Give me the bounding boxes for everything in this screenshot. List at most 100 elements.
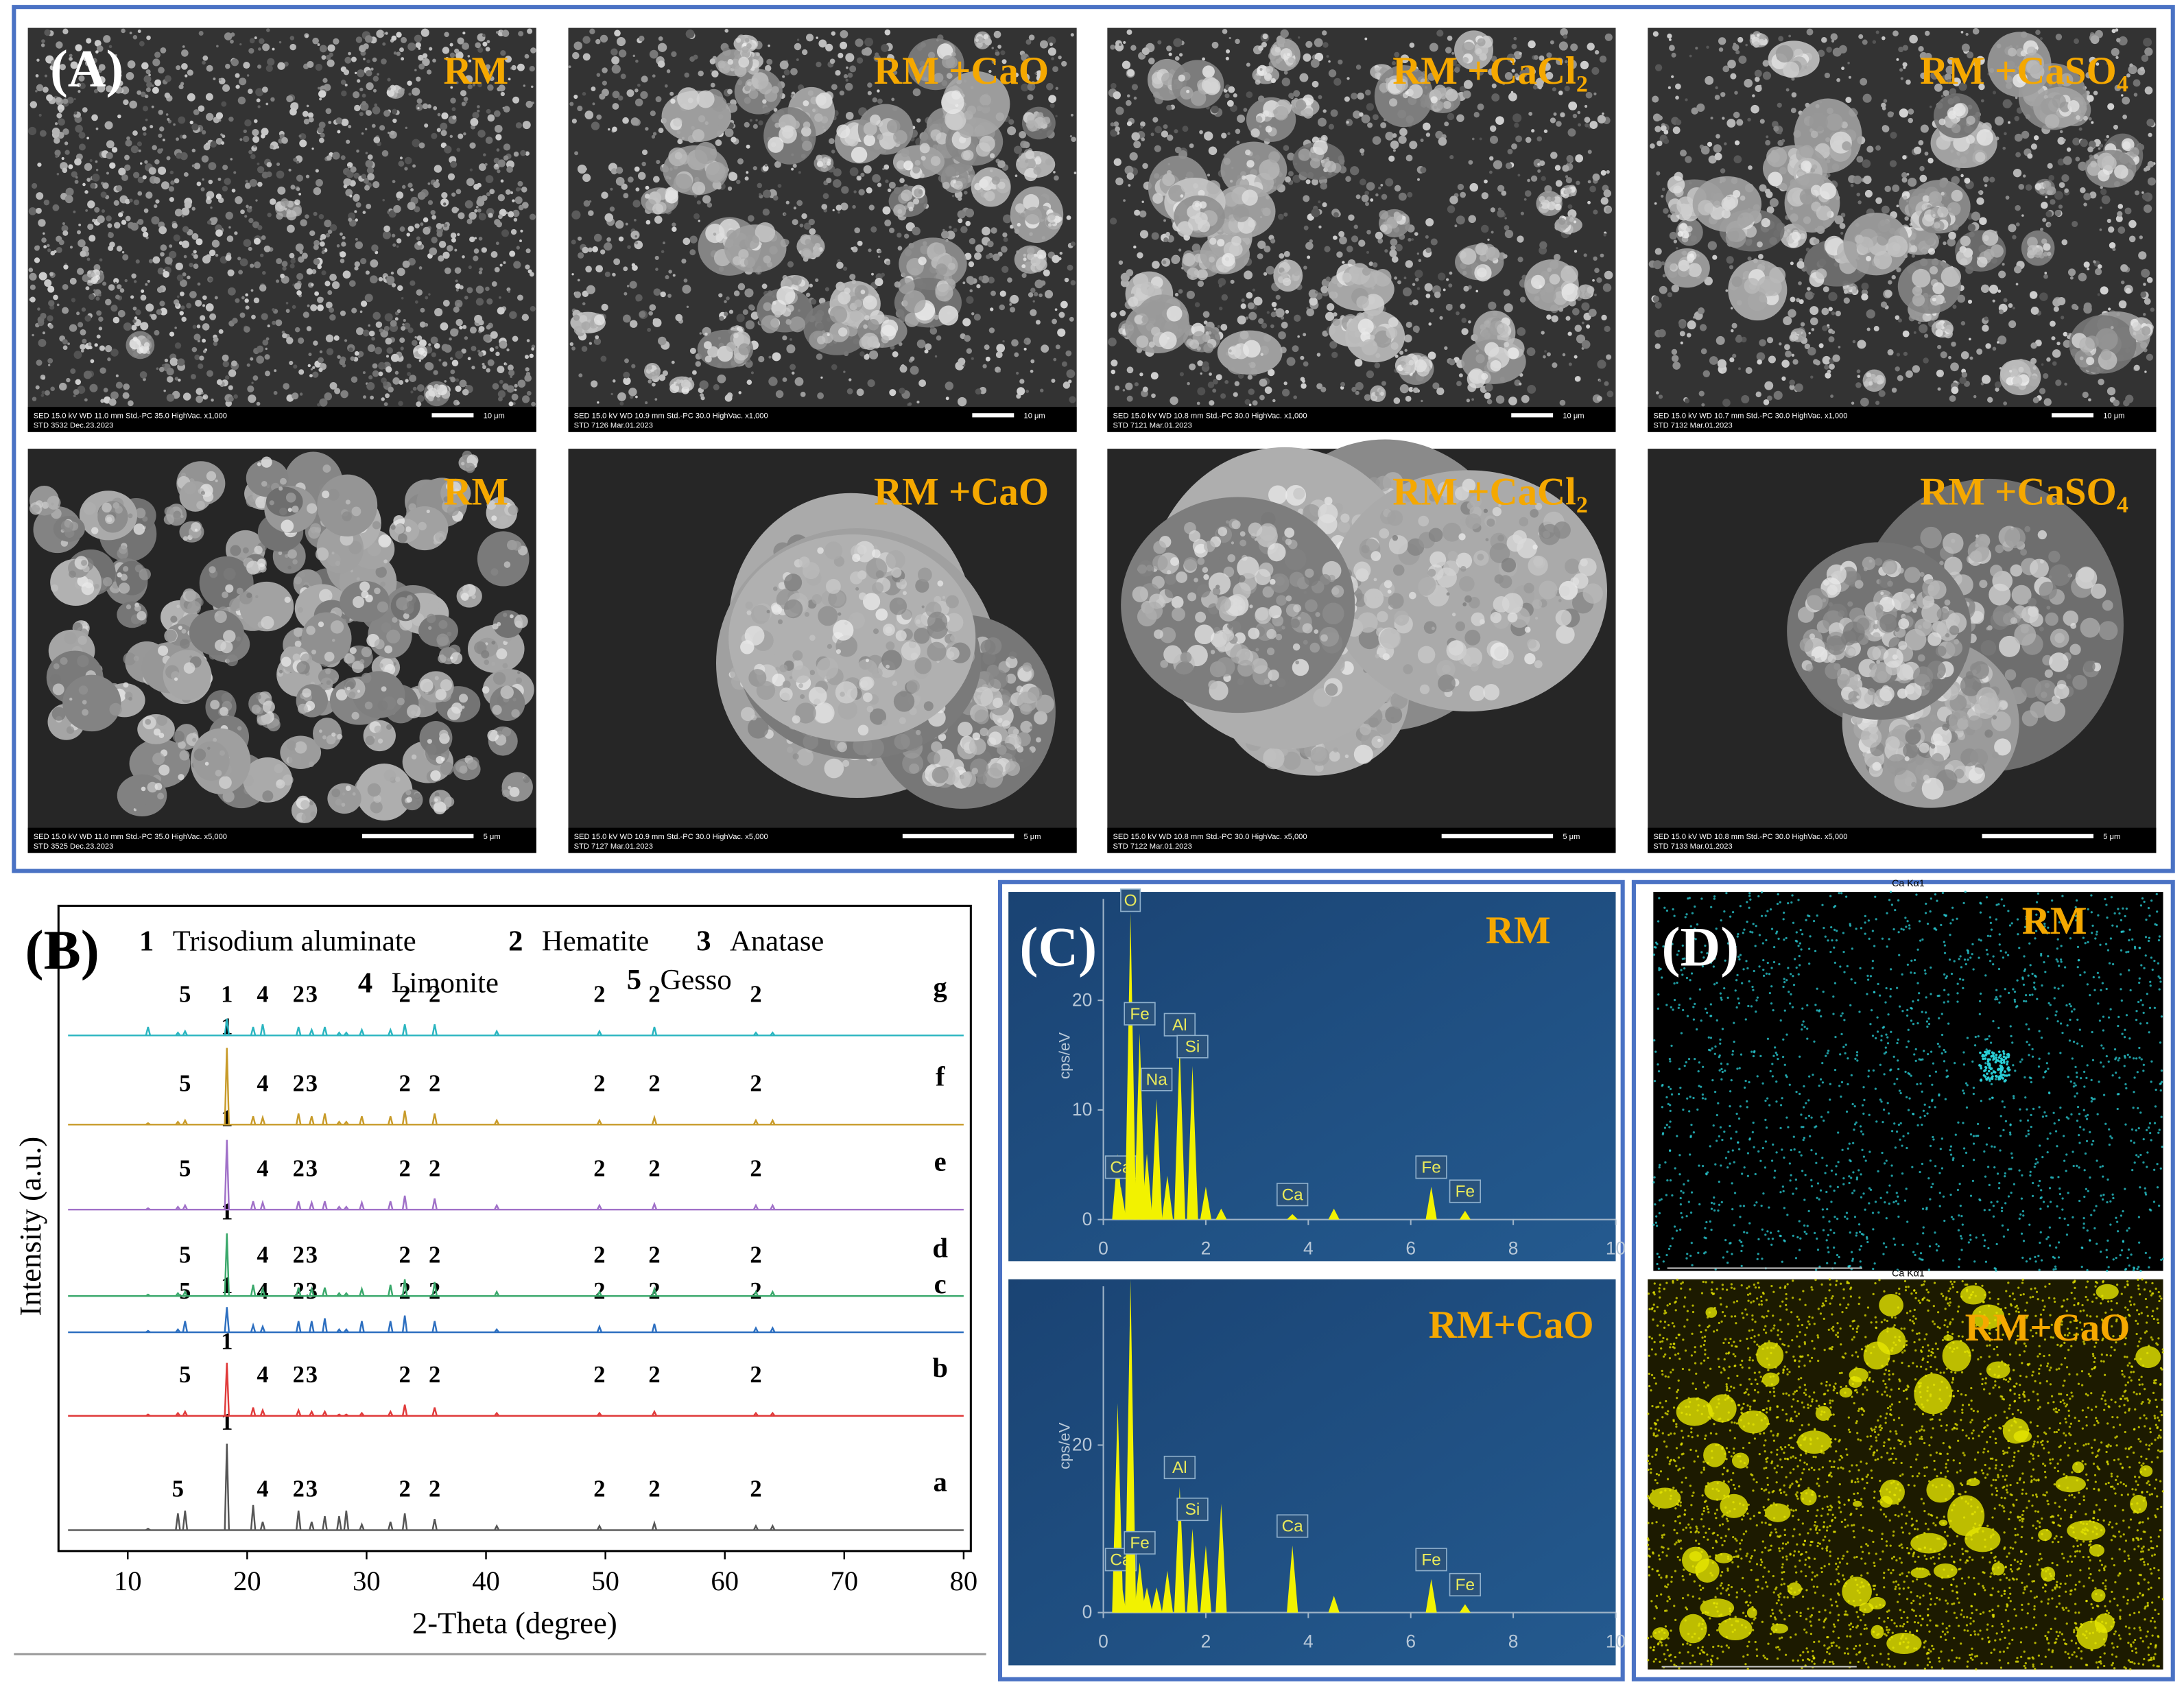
particle — [198, 105, 205, 112]
particle — [1777, 102, 1782, 108]
particle — [302, 110, 309, 117]
particle — [693, 54, 698, 60]
aggregate-detail — [1388, 98, 1398, 107]
particle — [863, 47, 873, 56]
particle — [1550, 40, 1554, 45]
particle — [666, 69, 671, 73]
particle — [973, 314, 981, 321]
particle — [514, 196, 523, 204]
particle — [464, 101, 468, 104]
particle — [449, 357, 453, 360]
particle — [633, 218, 637, 222]
particle — [799, 223, 804, 228]
particle — [1785, 88, 1790, 92]
particle — [884, 29, 891, 36]
particle — [1279, 253, 1285, 259]
particle — [581, 346, 588, 352]
particle — [530, 306, 536, 312]
particle — [1574, 324, 1582, 332]
particle — [440, 122, 448, 130]
particle — [892, 351, 899, 357]
particle — [196, 324, 201, 329]
particle — [141, 126, 147, 131]
particle — [816, 353, 823, 360]
particle — [462, 324, 467, 329]
particle — [1055, 115, 1058, 117]
particle — [1225, 56, 1229, 60]
particle — [988, 276, 995, 284]
particle — [864, 37, 874, 47]
particle — [964, 335, 971, 342]
particle — [141, 226, 147, 233]
particle — [677, 139, 683, 145]
particle — [1550, 117, 1556, 123]
particle — [1358, 239, 1366, 247]
particle — [1997, 290, 2002, 293]
particle — [277, 186, 286, 195]
aggregate-detail — [816, 92, 833, 109]
particle — [391, 283, 396, 287]
particle — [1447, 113, 1455, 121]
particle — [477, 182, 482, 188]
particle — [1021, 83, 1029, 92]
particle — [136, 90, 142, 95]
particle — [1048, 95, 1056, 104]
particle — [1584, 123, 1589, 128]
particle — [292, 257, 296, 261]
particle — [478, 213, 486, 221]
particle — [1354, 359, 1363, 367]
particle — [1123, 199, 1126, 202]
particle — [1186, 290, 1195, 299]
particle — [286, 95, 294, 103]
particle — [407, 258, 416, 266]
particle — [200, 187, 205, 192]
particle — [529, 353, 534, 358]
aggregate-detail — [1477, 268, 1487, 278]
particle — [322, 78, 328, 83]
aggregate-detail — [895, 138, 900, 143]
particle — [226, 235, 234, 242]
particle — [416, 104, 423, 111]
particle — [101, 209, 106, 213]
sem-title: RM +CaCl₂ — [1392, 49, 1588, 93]
particle — [441, 112, 449, 120]
particle — [1588, 309, 1597, 317]
particle — [809, 283, 814, 287]
aggregate-detail — [1025, 159, 1029, 163]
particle — [407, 43, 416, 51]
particle — [847, 72, 853, 78]
particle — [801, 49, 808, 56]
particle — [344, 56, 352, 64]
info-line: STD 7121 Mar.01.2023 — [1113, 422, 1191, 430]
particle — [1392, 133, 1397, 138]
particle — [845, 112, 854, 120]
particle — [406, 233, 410, 237]
particle — [325, 334, 334, 342]
particle — [372, 106, 381, 115]
particle — [640, 91, 648, 99]
particle — [457, 233, 460, 237]
aggregate-detail — [862, 295, 877, 310]
aggregate-detail — [1259, 68, 1263, 71]
particle — [78, 75, 85, 82]
particle — [529, 272, 534, 277]
particle — [2008, 224, 2017, 233]
aggregate-detail — [1375, 67, 1380, 73]
aggregate-detail — [1208, 331, 1212, 335]
particle — [77, 230, 82, 235]
particle — [340, 259, 345, 263]
aggregate-detail — [756, 52, 760, 57]
particle — [512, 335, 519, 342]
scale-label: 10 μm — [484, 412, 505, 420]
particle — [840, 202, 848, 211]
particle — [1551, 315, 1558, 322]
particle — [1202, 311, 1210, 318]
particle — [845, 53, 855, 62]
particle — [167, 376, 174, 383]
particle — [604, 271, 610, 277]
particle — [1196, 401, 1200, 405]
particle — [1163, 219, 1166, 222]
particle — [449, 337, 452, 341]
particle — [78, 143, 86, 151]
particle — [62, 167, 68, 174]
